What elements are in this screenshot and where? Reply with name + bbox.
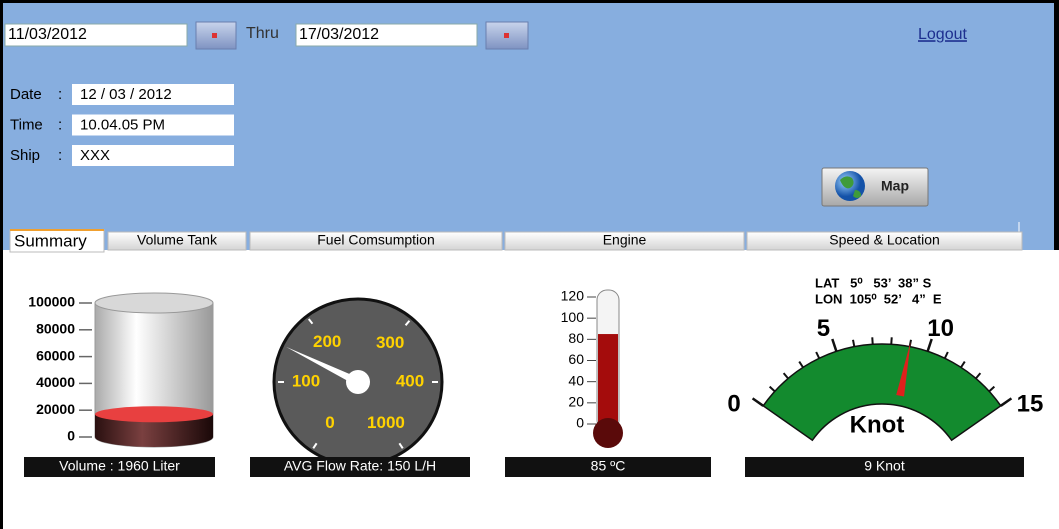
- liquid-surface: [95, 406, 213, 422]
- tab-label: Summary: [14, 231, 87, 250]
- dial-label: 100: [292, 371, 320, 390]
- dial-hub: [346, 370, 370, 394]
- tick-label: 100: [561, 309, 585, 325]
- thermo-bulb: [593, 418, 623, 448]
- tick-label: 0: [67, 428, 75, 444]
- tick-label: 0: [576, 415, 584, 431]
- info-label: Time: [10, 116, 43, 133]
- tick-label: 40000: [36, 374, 75, 390]
- caption: 85 ºC: [591, 458, 626, 474]
- tick-label: 100000: [28, 294, 75, 310]
- speed-unit: Knot: [850, 411, 905, 438]
- minor-tick: [853, 340, 854, 347]
- info-value: 12 / 03 / 2012: [80, 86, 172, 103]
- speed-label: 5: [817, 315, 830, 342]
- dashboard: 11/03/2012 Thru 17/03/2012 Logout Map Da…: [0, 0, 1059, 529]
- info-label: Date: [10, 86, 42, 103]
- speed-label: 10: [927, 315, 954, 342]
- info-label: Ship: [10, 147, 40, 164]
- caption: AVG Flow Rate: 150 L/H: [284, 458, 436, 474]
- tick-label: 20: [568, 394, 584, 410]
- info-separator: :: [58, 116, 62, 133]
- info-separator: :: [58, 147, 62, 164]
- tick-label: 120: [561, 288, 585, 304]
- tick-label: 60: [568, 351, 584, 367]
- tick-label: 40: [568, 372, 584, 388]
- latitude: LAT 5⁰ 53’ 38” S: [815, 275, 932, 290]
- tick-label: 80: [568, 330, 584, 346]
- speed-label: 0: [727, 391, 740, 418]
- tab-label: Engine: [603, 232, 647, 248]
- dial-label: 200: [313, 332, 341, 351]
- thru-label: Thru: [246, 25, 279, 42]
- speed-label: 15: [1017, 391, 1044, 418]
- map-button[interactable]: Map: [822, 168, 928, 206]
- dial-label: 300: [376, 333, 404, 352]
- tank-top: [95, 293, 213, 313]
- caption: 9 Knot: [864, 458, 905, 474]
- dial-label: 0: [325, 413, 334, 432]
- info-separator: :: [58, 86, 62, 103]
- calendar-icon[interactable]: [486, 22, 528, 49]
- logout-link[interactable]: Logout: [918, 26, 967, 43]
- dial-label: 1000: [367, 413, 405, 432]
- tab-label: Volume Tank: [137, 232, 218, 248]
- thermo-mercury: [598, 334, 618, 430]
- tab-label: Speed & Location: [829, 232, 940, 248]
- tab-label: Fuel Comsumption: [317, 232, 435, 248]
- info-value: XXX: [80, 147, 110, 164]
- info-value: 10.04.05 PM: [80, 116, 165, 133]
- map-label: Map: [881, 178, 909, 194]
- caption: Volume : 1960 Liter: [59, 458, 180, 474]
- longitude: LON 105⁰ 52’ 4” E: [815, 291, 942, 306]
- tick-label: 60000: [36, 347, 75, 363]
- dial-label: 400: [396, 371, 424, 390]
- screen: 11/03/2012 Thru 17/03/2012 Logout Map Da…: [0, 0, 1059, 529]
- calendar-icon[interactable]: [196, 22, 236, 49]
- tick-label: 80000: [36, 321, 75, 337]
- tick-label: 20000: [36, 401, 75, 417]
- thru-date: 17/03/2012: [299, 26, 379, 43]
- from-date: 11/03/2012: [8, 26, 87, 43]
